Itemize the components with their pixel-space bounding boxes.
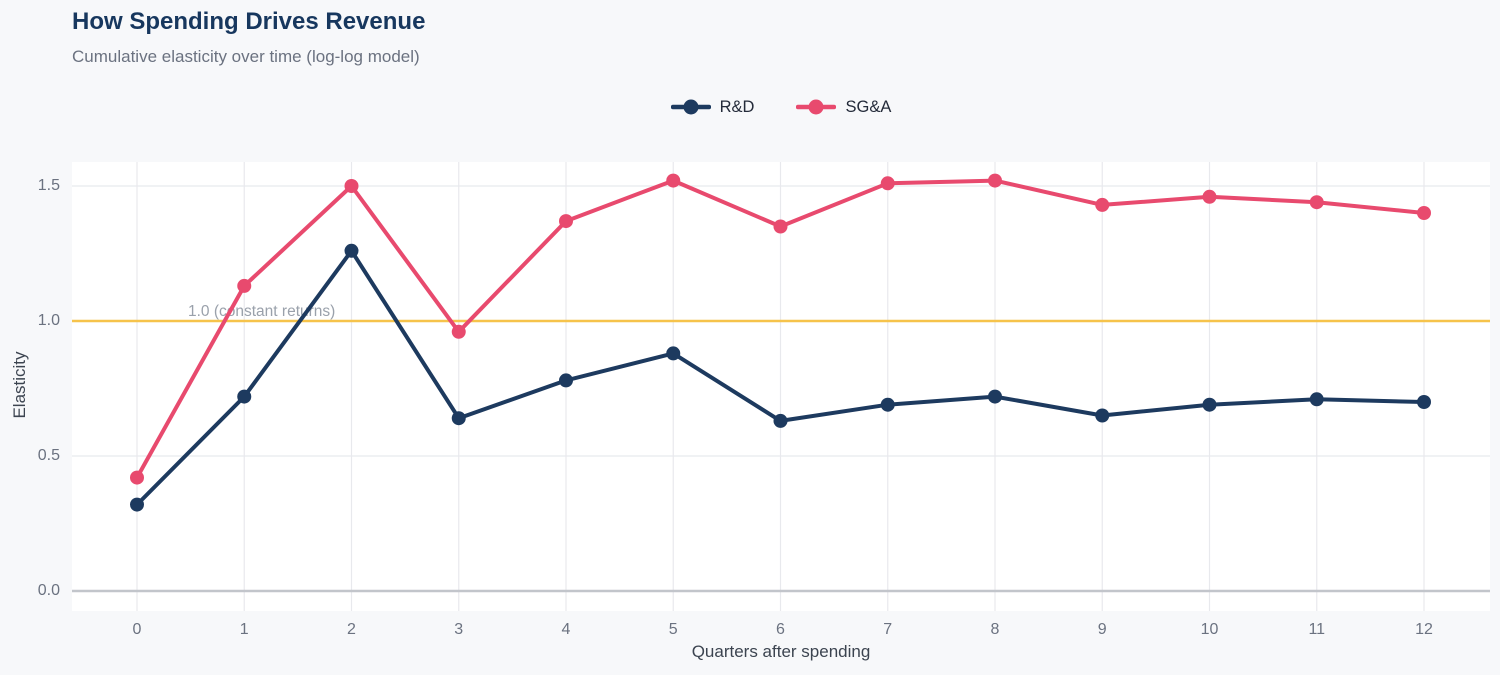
- sga-point-q4: [559, 214, 573, 229]
- sga-point-q9: [1095, 197, 1110, 212]
- sga-point-q8: [988, 173, 1002, 188]
- rd-point-q0: [130, 497, 144, 512]
- x-tick-label: 10: [1200, 621, 1219, 638]
- sga-point-q10: [1202, 189, 1217, 204]
- sga-point-q1: [237, 278, 252, 293]
- y-tick-label: 1.0: [37, 312, 60, 329]
- rd-point-q4: [559, 373, 573, 388]
- x-tick-label: 7: [883, 621, 893, 638]
- rd-point-q2: [344, 243, 359, 258]
- x-tick-label: 12: [1415, 621, 1433, 638]
- x-tick-label: 0: [132, 621, 142, 638]
- x-tick-label: 2: [347, 621, 356, 638]
- sga-point-q0: [130, 470, 144, 485]
- legend-item-sga[interactable]: SG&A: [796, 96, 891, 118]
- legend: R&D SG&A: [72, 96, 1490, 118]
- x-axis-title: Quarters after spending: [691, 642, 871, 661]
- x-tick-label: 8: [990, 621, 1000, 638]
- x-tick-label: 6: [776, 621, 785, 638]
- sga-point-q2: [344, 179, 359, 193]
- chart-subtitle: Cumulative elasticity over time (log-log…: [72, 47, 420, 66]
- rd-point-q1: [237, 389, 252, 404]
- sga-point-q6: [773, 219, 788, 234]
- sga-point-q3: [451, 324, 466, 339]
- legend-marker-icon: [796, 99, 837, 115]
- x-tick-label: 3: [454, 621, 464, 638]
- x-tick-label: 11: [1308, 621, 1326, 638]
- legend-label: SG&A: [845, 97, 892, 116]
- rd-point-q9: [1095, 408, 1110, 423]
- rd-point-q10: [1202, 397, 1217, 412]
- sga-point-q5: [666, 173, 681, 188]
- chart-title: How Spending Drives Revenue: [72, 8, 426, 35]
- rd-point-q5: [666, 346, 681, 361]
- sga-point-q11: [1309, 195, 1324, 210]
- legend-marker-icon: [670, 99, 711, 115]
- y-tick-label: 0.5: [37, 447, 60, 464]
- reference-line-label: 1.0 (constant returns): [188, 303, 335, 320]
- rd-point-q7: [880, 397, 895, 412]
- rd-point-q8: [988, 389, 1002, 404]
- y-tick-label: 0.0: [37, 582, 60, 599]
- rd-point-q11: [1309, 392, 1324, 407]
- legend-item-rd[interactable]: R&D: [670, 96, 755, 118]
- x-tick-label: 4: [561, 621, 571, 638]
- sga-point-q12: [1417, 206, 1431, 220]
- y-tick-label: 1.5: [37, 177, 60, 194]
- sga-point-q7: [880, 176, 895, 191]
- x-tick-label: 1: [239, 621, 249, 638]
- rd-point-q12: [1417, 395, 1431, 409]
- rd-point-q6: [773, 413, 788, 428]
- x-tick-label: 9: [1097, 621, 1107, 638]
- y-axis-title: Elasticity: [10, 351, 29, 419]
- rd-point-q3: [451, 411, 466, 426]
- legend-label: R&D: [719, 97, 755, 116]
- x-tick-label: 5: [668, 621, 678, 638]
